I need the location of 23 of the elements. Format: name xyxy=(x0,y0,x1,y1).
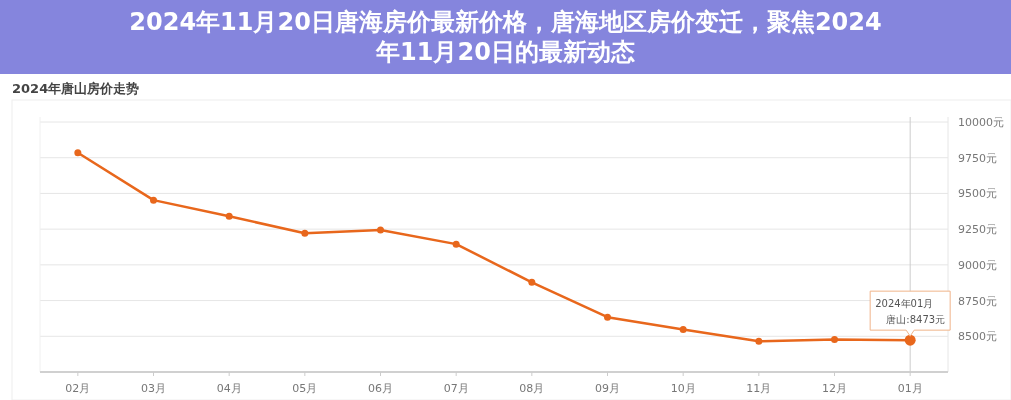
y-tick-label: 8750元 xyxy=(958,294,997,308)
y-tick-label: 10000元 xyxy=(958,116,1004,129)
annotation: 2024年01月 xyxy=(875,298,934,310)
annotation: 唐山:8473元 xyxy=(886,314,946,326)
y-tick-label: 9250元 xyxy=(958,223,997,237)
x-tick-label: 09月 xyxy=(595,382,620,395)
y-tick-label: 8500元 xyxy=(958,330,997,344)
x-tick-label: 08月 xyxy=(519,382,545,395)
x-tick-label: 05月 xyxy=(292,382,318,395)
x-tick-label: 06月 xyxy=(368,382,393,395)
x-tick-label: 10月 xyxy=(670,382,696,395)
y-tick-label: 9000元 xyxy=(958,258,997,272)
chart-title: 2024年唐山房价走势 xyxy=(12,81,140,96)
x-tick-label: 07月 xyxy=(443,382,469,395)
y-tick-label: 9750元 xyxy=(958,151,997,165)
x-tick-label: 03月 xyxy=(141,382,166,395)
x-tick-label: 11月 xyxy=(746,382,772,395)
x-tick-label: 04月 xyxy=(216,382,242,395)
x-tick-label: 01月 xyxy=(897,382,923,395)
x-tick-label: 12月 xyxy=(822,382,847,395)
x-tick-label: 02月 xyxy=(65,382,91,395)
text: 2024年11月20日唐海房价最新价格，唐海地区房价变迁，聚焦2024年11月20日的最新动态 xyxy=(129,8,882,66)
y-tick-label: 9500元 xyxy=(958,187,997,201)
